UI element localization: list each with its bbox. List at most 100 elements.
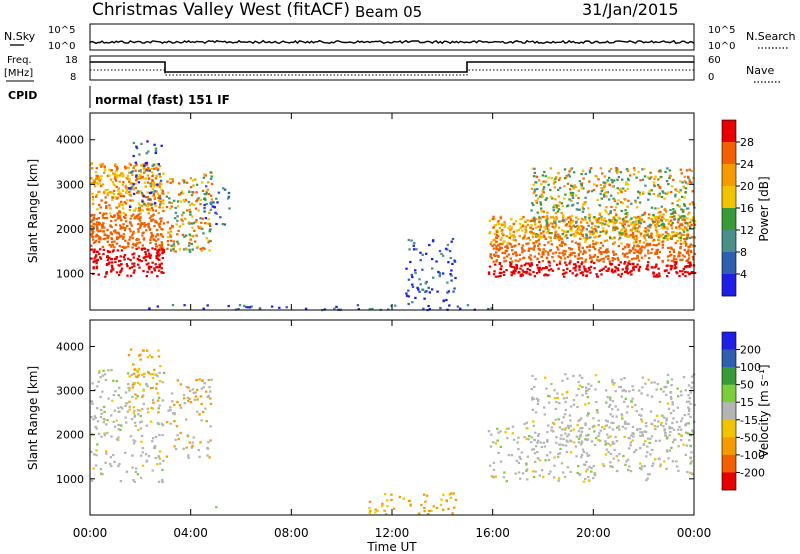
- power-echo-cell: [129, 222, 132, 225]
- velocity-echo-cell: [133, 414, 137, 417]
- power-echo-cell: [546, 257, 549, 260]
- power-echo-cell: [571, 272, 574, 275]
- power-echo-cell: [685, 266, 688, 269]
- power-echo-cell: [105, 263, 109, 266]
- power-echo-cell: [688, 181, 691, 184]
- power-echo-cell: [619, 236, 622, 239]
- power-echo-cell: [101, 162, 104, 165]
- power-echo-cell: [681, 210, 685, 213]
- power-echo-cell: [603, 217, 606, 220]
- power-echo-cell: [547, 269, 551, 272]
- power-echo-cell: [196, 198, 199, 201]
- velocity-echo-cell: [632, 435, 635, 438]
- velocity-echo-cell: [188, 397, 191, 400]
- power-echo-cell: [142, 238, 146, 241]
- power-echo-cell: [538, 216, 541, 219]
- velocity-echo-cell: [428, 509, 431, 513]
- velocity-echo-cell: [105, 423, 108, 426]
- velocity-colorbar-tick-label: -15: [740, 414, 758, 427]
- velocity-echo-cell: [158, 371, 161, 375]
- power-echo-cell: [97, 240, 101, 243]
- power-echo-cell: [678, 231, 682, 234]
- power-echo-cell: [551, 256, 554, 259]
- velocity-echo-cell: [109, 456, 112, 459]
- power-echo-cell: [132, 209, 136, 212]
- velocity-echo-cell: [550, 382, 553, 386]
- power-echo-cell: [600, 258, 603, 261]
- power-echo-cell: [553, 227, 556, 230]
- power-echo-cell: [125, 186, 129, 189]
- velocity-echo-cell: [439, 503, 443, 507]
- power-echo-cell: [140, 260, 143, 263]
- power-echo-cell: [670, 265, 674, 268]
- velocity-echo-cell: [590, 470, 593, 473]
- nsearch-label: N.Search: [746, 30, 796, 43]
- velocity-echo-cell: [539, 441, 542, 444]
- power-echo-cell: [660, 219, 664, 222]
- velocity-echo-cell: [169, 406, 172, 409]
- power-echo-cell: [158, 222, 162, 225]
- power-echo-cell: [612, 229, 615, 232]
- velocity-echo-cell: [193, 398, 196, 401]
- velocity-echo-cell: [672, 417, 675, 420]
- power-echo-cell: [677, 252, 680, 255]
- power-echo-cell: [176, 233, 179, 236]
- power-echo-cell: [96, 250, 99, 253]
- power-echo-cell: [580, 220, 583, 223]
- power-echo-cell: [131, 262, 134, 265]
- power-echo-cell: [682, 230, 686, 233]
- velocity-echo-cell: [102, 405, 106, 408]
- power-echo-cell: [91, 167, 94, 170]
- power-echo-cell: [180, 192, 183, 195]
- power-echo-cell: [154, 263, 157, 266]
- power-echo-cell: [630, 258, 634, 261]
- power-echo-cell: [658, 221, 661, 224]
- power-echo-cell: [531, 202, 534, 205]
- velocity-echo-cell: [621, 389, 624, 392]
- power-echo-cell: [545, 266, 548, 269]
- power-echo-cell: [692, 244, 695, 247]
- power-echo-cell: [623, 246, 627, 249]
- power-echo-cell: [131, 173, 134, 176]
- power-echo-cell: [209, 239, 212, 243]
- velocity-echo-cell: [182, 447, 185, 450]
- power-echo-cell: [203, 203, 206, 207]
- velocity-echo-cell: [526, 427, 529, 430]
- power-echo-cell: [147, 150, 150, 153]
- velocity-echo-cell: [206, 454, 209, 457]
- power-echo-cell: [105, 234, 109, 237]
- velocity-echo-cell: [532, 420, 535, 423]
- velocity-echo-cell: [543, 413, 546, 416]
- power-echo-cell: [335, 305, 338, 308]
- power-echo-cell: [95, 167, 98, 170]
- power-echo-cell: [93, 257, 96, 260]
- velocity-echo-cell: [640, 420, 644, 423]
- velocity-echo-cell: [607, 451, 610, 454]
- power-echo-cell: [150, 181, 153, 184]
- power-echo-cell: [624, 183, 628, 186]
- power-echo-cell: [124, 202, 128, 205]
- power-echo-cell: [438, 249, 442, 253]
- power-echo-cell: [436, 290, 439, 293]
- velocity-echo-cell: [134, 424, 137, 427]
- power-echo-cell: [123, 216, 127, 219]
- velocity-echo-cell: [517, 461, 521, 464]
- power-echo-cell: [529, 258, 533, 261]
- power-echo-cell: [201, 227, 204, 230]
- power-echo-cell: [626, 220, 629, 223]
- power-echo-cell: [560, 202, 563, 205]
- power-echo-cell: [553, 179, 556, 182]
- power-echo-cell: [188, 204, 192, 207]
- power-echo-cell: [574, 241, 578, 244]
- velocity-echo-cell: [514, 472, 517, 475]
- velocity-echo-cell: [559, 437, 562, 440]
- velocity-echo-cell: [593, 472, 596, 475]
- power-echo-cell: [611, 271, 615, 274]
- power-echo-cell: [617, 216, 620, 219]
- power-echo-cell: [182, 192, 185, 195]
- velocity-echo-cell: [158, 380, 162, 383]
- power-echo-cell: [503, 260, 506, 263]
- power-echo-cell: [530, 231, 533, 234]
- power-echo-cell: [219, 216, 222, 219]
- power-echo-cell: [625, 168, 629, 171]
